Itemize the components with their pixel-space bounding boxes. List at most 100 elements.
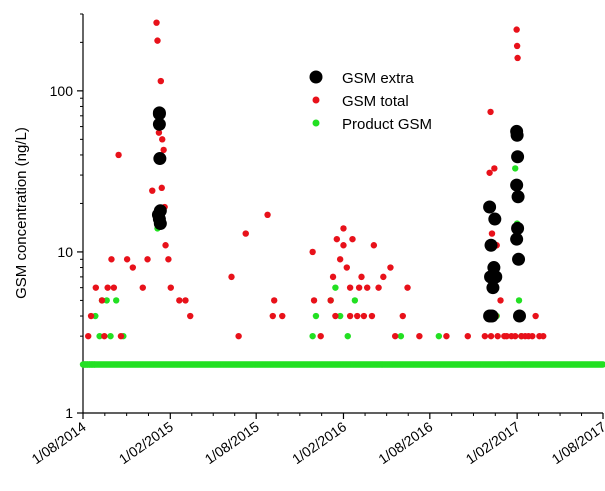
data-point — [152, 107, 166, 121]
data-point — [187, 312, 194, 320]
data-point — [368, 312, 376, 320]
data-point — [158, 184, 165, 192]
data-point — [228, 273, 235, 281]
data-point — [115, 151, 122, 159]
data-point — [309, 248, 316, 256]
data-point — [346, 284, 354, 291]
data-point — [358, 273, 365, 281]
x-tick-label: 1/02/2016 — [289, 418, 349, 467]
data-point — [494, 332, 501, 340]
data-point — [363, 284, 371, 291]
legend-label: GSM extra — [342, 70, 414, 87]
data-point — [464, 332, 471, 340]
legend-marker — [312, 96, 320, 104]
data-point — [279, 312, 286, 320]
data-point — [404, 284, 411, 291]
legend-marker — [309, 70, 323, 84]
x-tick-label: 1/08/2017 — [549, 418, 605, 467]
data-point — [510, 178, 524, 192]
data-point — [264, 211, 271, 219]
data-point — [512, 165, 519, 172]
data-point — [101, 332, 108, 340]
data-point — [269, 312, 276, 320]
data-point — [355, 284, 363, 291]
series-gsm-total — [85, 19, 547, 340]
data-point — [487, 332, 495, 340]
data-point — [96, 332, 103, 340]
data-point — [349, 235, 356, 243]
data-point — [333, 235, 341, 243]
data-point — [354, 312, 361, 320]
data-point — [317, 332, 324, 340]
data-point — [92, 284, 100, 291]
data-point — [399, 312, 406, 320]
x-tick-label: 1/08/2016 — [375, 418, 435, 467]
data-point — [332, 312, 339, 320]
legend: GSM extra GSM total Product GSM — [309, 70, 432, 133]
data-point — [497, 297, 504, 304]
data-point — [503, 332, 510, 340]
data-point — [85, 332, 92, 340]
data-point — [160, 146, 167, 154]
data-point — [91, 361, 98, 368]
data-point — [312, 312, 320, 320]
data-point — [149, 187, 156, 194]
data-point — [343, 264, 350, 271]
data-point — [485, 309, 499, 323]
data-point — [153, 152, 167, 166]
data-point — [157, 77, 165, 85]
data-point — [351, 297, 359, 304]
data-point — [511, 190, 525, 204]
data-point — [514, 54, 521, 62]
data-point — [360, 312, 368, 320]
data-point — [435, 332, 443, 340]
data-point — [329, 273, 337, 281]
data-point — [144, 256, 151, 263]
data-point — [486, 169, 493, 176]
data-point — [155, 129, 163, 136]
data-point — [510, 232, 524, 246]
data-point — [513, 26, 520, 33]
data-point — [104, 284, 111, 291]
data-point — [486, 281, 500, 295]
data-point — [513, 42, 521, 50]
series-product-gsm — [79, 165, 605, 368]
data-point — [512, 332, 519, 340]
data-point — [310, 297, 318, 304]
data-point — [110, 284, 118, 291]
data-point — [165, 256, 172, 263]
data-point — [510, 128, 524, 142]
data-point — [599, 361, 605, 368]
data-point — [483, 200, 497, 214]
data-point — [242, 230, 249, 237]
data-point — [340, 242, 347, 249]
data-point — [488, 230, 496, 237]
data-point — [487, 108, 494, 116]
data-point — [117, 332, 125, 340]
data-point — [511, 150, 525, 164]
y-tick-label: 1 — [65, 405, 73, 421]
data-point — [87, 312, 95, 320]
data-point — [489, 270, 503, 284]
data-point — [375, 284, 382, 291]
data-point — [153, 204, 167, 218]
x-tick-label: 1/02/2017 — [463, 418, 523, 467]
data-point — [235, 332, 242, 340]
data-point — [512, 252, 526, 266]
x-tick-label: 1/02/2015 — [116, 418, 176, 467]
data-point — [167, 284, 174, 291]
series-layer — [79, 19, 605, 368]
data-point — [532, 312, 539, 320]
y-axis-title: GSM concentration (ng/L) — [13, 127, 30, 299]
series-gsm-extra — [151, 106, 526, 323]
data-point — [154, 37, 161, 44]
data-point — [159, 136, 166, 143]
data-point — [336, 256, 344, 263]
data-point — [540, 332, 547, 340]
data-point — [332, 284, 339, 291]
data-point — [416, 332, 423, 340]
data-point — [484, 238, 498, 252]
data-point — [511, 221, 525, 235]
data-point — [113, 297, 120, 304]
